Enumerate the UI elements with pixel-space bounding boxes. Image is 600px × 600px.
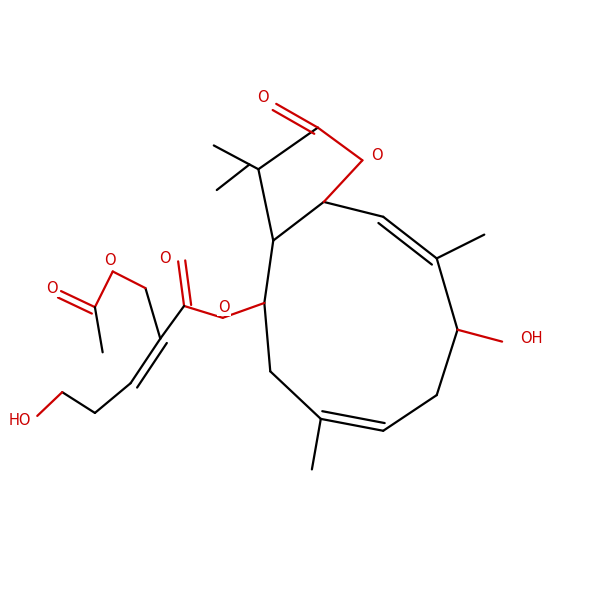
Text: HO: HO	[9, 413, 31, 428]
Text: O: O	[159, 251, 171, 266]
Text: O: O	[46, 281, 58, 296]
Text: O: O	[257, 91, 269, 106]
Text: O: O	[218, 299, 230, 314]
Text: O: O	[104, 253, 116, 268]
Text: OH: OH	[520, 331, 542, 346]
Text: O: O	[371, 148, 383, 163]
